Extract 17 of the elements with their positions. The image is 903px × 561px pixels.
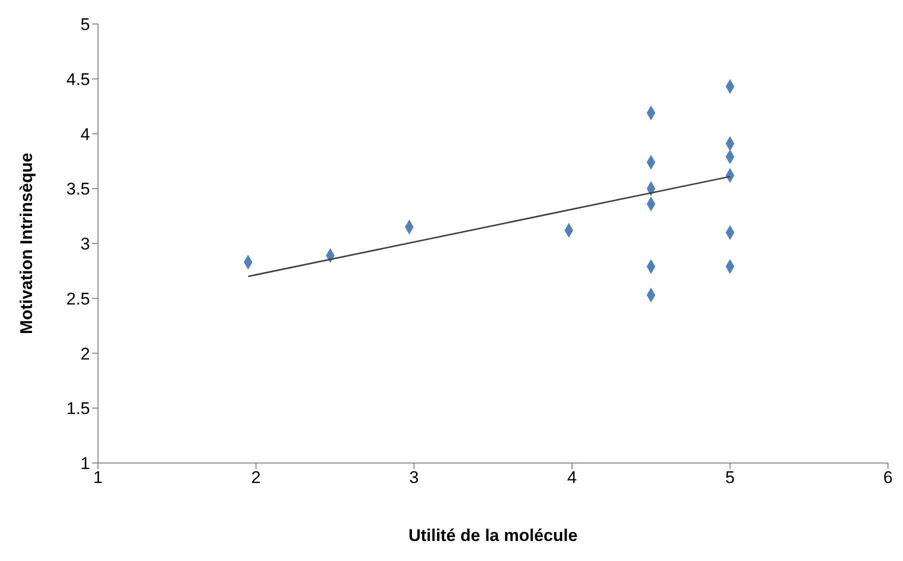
y-tick-label: 4.5: [66, 70, 90, 89]
y-tick-label: 1.5: [66, 399, 90, 418]
y-tick-label: 3.5: [66, 180, 90, 199]
x-axis-title: Utilité de la molécule: [408, 526, 578, 545]
x-tick-label: 1: [93, 468, 103, 488]
x-tick-label: 2: [251, 468, 261, 488]
x-tick-label: 5: [725, 468, 735, 488]
y-tick-label: 4: [80, 124, 90, 144]
y-tick-label: 3: [80, 234, 90, 254]
x-tick-label: 6: [883, 468, 893, 488]
y-axis-title: Motivation Intrinsèque: [17, 152, 36, 334]
y-tick-label: 1: [80, 454, 90, 474]
y-tick-label: 2: [80, 344, 90, 364]
y-tick-label: 5: [80, 15, 90, 34]
x-tick-label: 4: [567, 468, 577, 488]
x-tick-label: 3: [409, 468, 419, 488]
y-tick-label: 2.5: [66, 289, 90, 308]
